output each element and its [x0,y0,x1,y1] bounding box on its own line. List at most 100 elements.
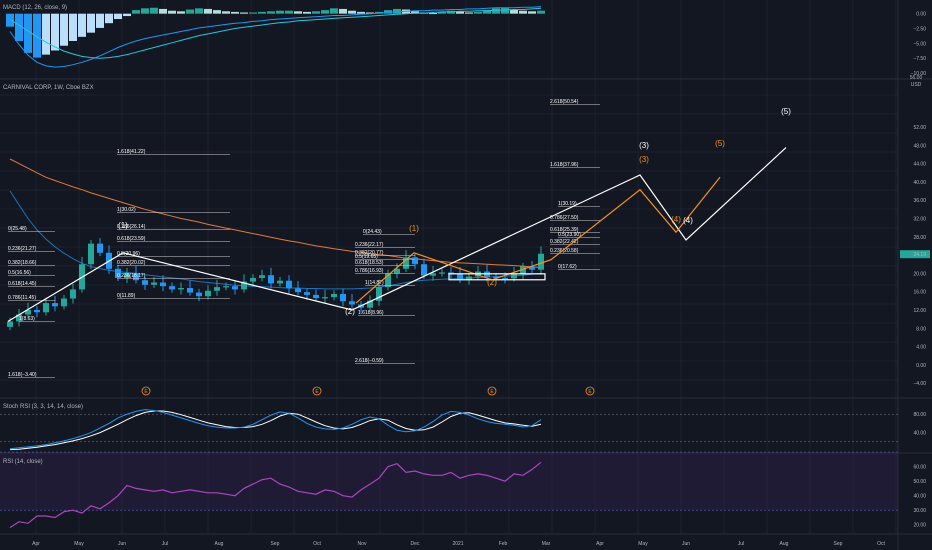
elliott-waves: (1) (2) (3) (4) (5) (1) (2) (3) (4) (5) E E E E [7,107,791,396]
macd-hist-bar [222,11,230,14]
candle-body [241,281,247,290]
macd-hist-bar [303,11,311,14]
stoch-axis-tick: 40.00 [913,431,926,437]
fib-label: 0.5(16.56) [8,270,31,276]
price-axes[interactable]: 0.00 −2.50 −5.00 −7.50 −10.00 52.00 48.00 44.00… [900,12,930,529]
fib-label: 1.618(−3.40) [8,372,37,378]
top-axis-stub: 56.00 [910,75,923,81]
time-axis-label: 2021 [452,541,463,547]
fib-label: 0.236(21.27) [8,246,37,252]
fib-label: 0.382(20.02) [117,260,146,266]
time-axis-label: May [74,541,84,547]
macd-hist-bar [177,11,185,14]
wave-label-orange: (5) [715,139,725,148]
candle-body [340,293,346,302]
time-axis-label: Apr [32,541,40,547]
macd-hist-bar [42,13,50,55]
candle-body [295,288,301,293]
macd-hist-bar [357,11,365,14]
fib-label: 1.618(8.96) [358,310,384,316]
price-axis-tick: 28.00 [913,235,926,241]
candle-body [250,277,256,282]
macd-axis-tick: −10.00 [911,71,927,77]
fib-label: 0.5(23.90) [558,232,581,238]
candle-body [268,275,274,284]
macd-hist-bar [276,10,284,14]
rsi-line [9,461,542,529]
macd-hist-bar [366,12,374,14]
rsi-axis-tick: 50.00 [913,479,926,485]
time-axis-label: Oct [313,541,321,547]
last-price-badge [900,250,930,259]
candle-body [7,321,13,327]
candle-body [331,293,337,298]
macd-hist-bar [123,13,131,17]
signal-line [9,7,542,59]
ma-blue-line [9,190,542,290]
macd-hist-bar [213,10,221,14]
price-axis-tick: 40.00 [913,180,926,186]
candle-body [232,286,238,290]
candle-body [196,292,202,297]
fib-label: 0(11.89) [117,293,136,299]
stoch-k-line [9,409,542,450]
earnings-marker [141,386,151,396]
stoch-axis-tick: 80.00 [913,412,926,418]
fib-label: 0.786(11.45) [8,295,36,301]
fib-label: 0.786(16.93) [355,268,384,274]
macd-hist-bar [330,8,338,14]
time-axis-label: Aug [780,541,789,547]
candle-body [88,243,94,265]
wave-orange-path [355,176,721,304]
price-axis-tick: 0.00 [916,363,926,369]
macd-axis-tick: −2.50 [913,27,926,33]
macd-hist-bar [411,11,419,14]
wave-label-orange: (3) [639,155,649,164]
candle-body [52,303,58,307]
macd-hist-bar [438,11,446,14]
macd-hist-bar [501,7,509,14]
candle-body [97,243,103,253]
candle-body [367,300,373,308]
candle-body [214,287,220,291]
macd-hist-bar [15,13,23,41]
time-axis-label: Jul [738,541,744,547]
candle-body [520,266,526,275]
stoch-d-line [9,410,542,451]
candle-body [538,253,544,270]
macd-hist-bar [51,13,59,51]
earnings-marker-label: E [490,389,494,395]
earnings-marker-label: E [588,389,592,395]
candle-body [412,257,418,265]
macd-hist-bar [105,13,113,24]
stoch-rsi-lines [0,409,898,451]
candle-body [493,276,499,278]
wave-label-orange: (4) [671,215,681,224]
macd-hist-bar [339,8,347,14]
candle-body [142,280,148,285]
time-axis[interactable]: Apr May Jun Jul Aug Sep Oct Nov Dec 2021 Feb Mar Apr… [32,541,885,547]
macd-hist-bar [528,11,536,14]
earnings-marker [585,386,595,396]
macd-hist-bar [24,13,32,53]
fib-label: 1(30.02) [117,207,136,213]
macd-hist-bar [159,8,167,14]
candle-body [466,276,472,280]
candle-body [259,275,265,278]
price-axis-tick: −4.00 [913,381,926,387]
candle-body [178,288,184,290]
macd-hist-bar [294,11,302,14]
time-axis-label: Sep [271,541,280,547]
candle-body [304,292,310,295]
candle-body [16,314,22,322]
candle-body [322,297,328,299]
macd-hist-bar [474,11,482,14]
macd-hist-bar [267,11,275,14]
fib-label: 1.618(41.22) [117,149,146,155]
time-axis-label: Jun [118,541,126,547]
macd-hist-bar [483,10,491,14]
macd-hist-bar [384,10,392,14]
candle-body [187,288,193,293]
